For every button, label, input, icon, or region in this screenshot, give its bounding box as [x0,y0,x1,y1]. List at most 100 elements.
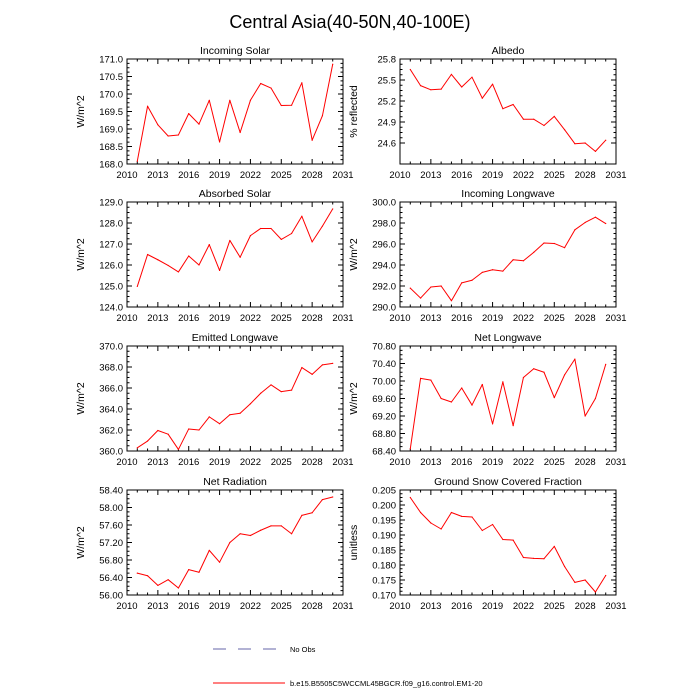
x-tick-label: 2031 [332,457,353,468]
y-tick-label: 127.0 [99,240,123,251]
y-tick-label: 58.40 [99,486,123,497]
data-point [605,139,607,141]
panel-net-radiation: Net Radiation W/m^2 2010 2013 2016 2019 2022 20… [75,476,354,612]
data-point [218,561,221,563]
panel-net-longwave: Net Longwave W/m^2 2010 2013 2016 2019 2022 202… [348,332,627,468]
x-tick-label: 2016 [451,601,472,612]
y-axis-label: W/m^2 [75,95,87,128]
x-tick-label: 2031 [605,457,626,468]
y-tick-label: 125.0 [99,282,123,293]
data-point [229,541,231,544]
data-point [290,104,293,106]
data-point [301,82,303,84]
data-point [419,85,422,87]
data-point [188,428,190,430]
y-tick-label: 68.80 [372,429,396,440]
data-point [471,279,473,281]
x-tick-label: 2019 [209,457,230,468]
data-point [450,401,453,403]
x-tick-label: 2019 [482,457,503,468]
y-tick-label: 298.0 [372,219,396,230]
y-tick-label: 170.0 [99,90,123,101]
data-point [239,412,241,414]
x-tick-label: 2025 [271,457,292,468]
data-point [584,142,586,144]
data-point [260,392,262,394]
x-tick-label: 2016 [178,601,199,612]
data-point [471,516,473,518]
x-tick-label: 2013 [420,457,441,468]
x-tick-label: 2025 [544,457,565,468]
data-point [249,534,252,537]
data-point [249,403,252,405]
x-tick-label: 2016 [178,313,199,324]
x-tick-label: 2025 [544,601,565,612]
data-point [440,285,442,287]
x-tick-label: 2028 [302,170,323,181]
series-line-absorbed-solar [136,208,334,287]
x-tick-label: 2028 [302,601,323,612]
data-point [280,238,282,240]
data-point [574,581,576,584]
data-point [543,371,545,373]
data-point [533,251,535,253]
y-tick-label: 70.00 [372,377,396,388]
data-point [239,131,241,134]
data-point [491,523,494,526]
data-point [188,113,190,115]
series-line-albedo [409,69,607,152]
panel-incoming-solar: Incoming Solar W/m^2 2010 2013 2016 2019 2022 2… [75,45,354,181]
y-tick-label: 366.0 [99,384,123,395]
data-point [522,376,525,379]
data-point [481,97,483,99]
legend-obs-label: No Obs [290,645,316,654]
data-point [419,377,422,379]
y-tick-label: 25.8 [378,55,397,66]
data-point [450,300,453,302]
data-point [270,227,272,230]
data-point [563,247,566,249]
figure-title: Central Asia(40-50N,40-100E) [229,12,470,32]
data-point [239,256,241,258]
data-point [584,221,586,224]
data-point [301,366,303,369]
y-axis-label: W/m^2 [348,238,360,271]
data-point [311,373,313,375]
data-point [136,285,138,288]
data-point [270,525,272,527]
data-point [270,87,272,89]
y-tick-label: 24.9 [378,118,397,129]
data-point [409,496,411,499]
x-tick-label: 2019 [209,313,230,324]
x-tick-label: 2022 [513,313,534,324]
x-tick-label: 2010 [116,601,137,612]
y-tick-label: 362.0 [99,426,123,437]
series-line-ground-snow-covered-fraction [409,497,607,593]
y-tick-label: 0.170 [372,591,396,602]
data-point [553,397,555,399]
x-tick-label: 2016 [178,457,199,468]
panel-title: Albedo [492,45,525,57]
data-point [594,216,597,218]
data-point [502,270,504,272]
data-point [419,511,422,514]
y-tick-label: 129.0 [99,198,123,209]
data-point [533,368,535,370]
y-tick-label: 25.5 [378,76,397,87]
data-point [332,63,334,65]
y-tick-label: 25.2 [378,97,397,108]
data-point [481,529,483,532]
x-tick-label: 2010 [116,170,137,181]
data-point [136,447,138,449]
x-tick-label: 2013 [420,601,441,612]
data-point [461,86,463,88]
x-tick-label: 2019 [482,313,503,324]
x-tick-label: 2028 [302,457,323,468]
y-tick-label: 57.20 [99,538,123,549]
y-tick-label: 169.5 [99,107,123,118]
x-tick-label: 2028 [575,601,596,612]
x-tick-label: 2016 [451,170,472,181]
data-point [502,381,504,383]
data-point [198,429,200,431]
x-tick-label: 2025 [271,601,292,612]
